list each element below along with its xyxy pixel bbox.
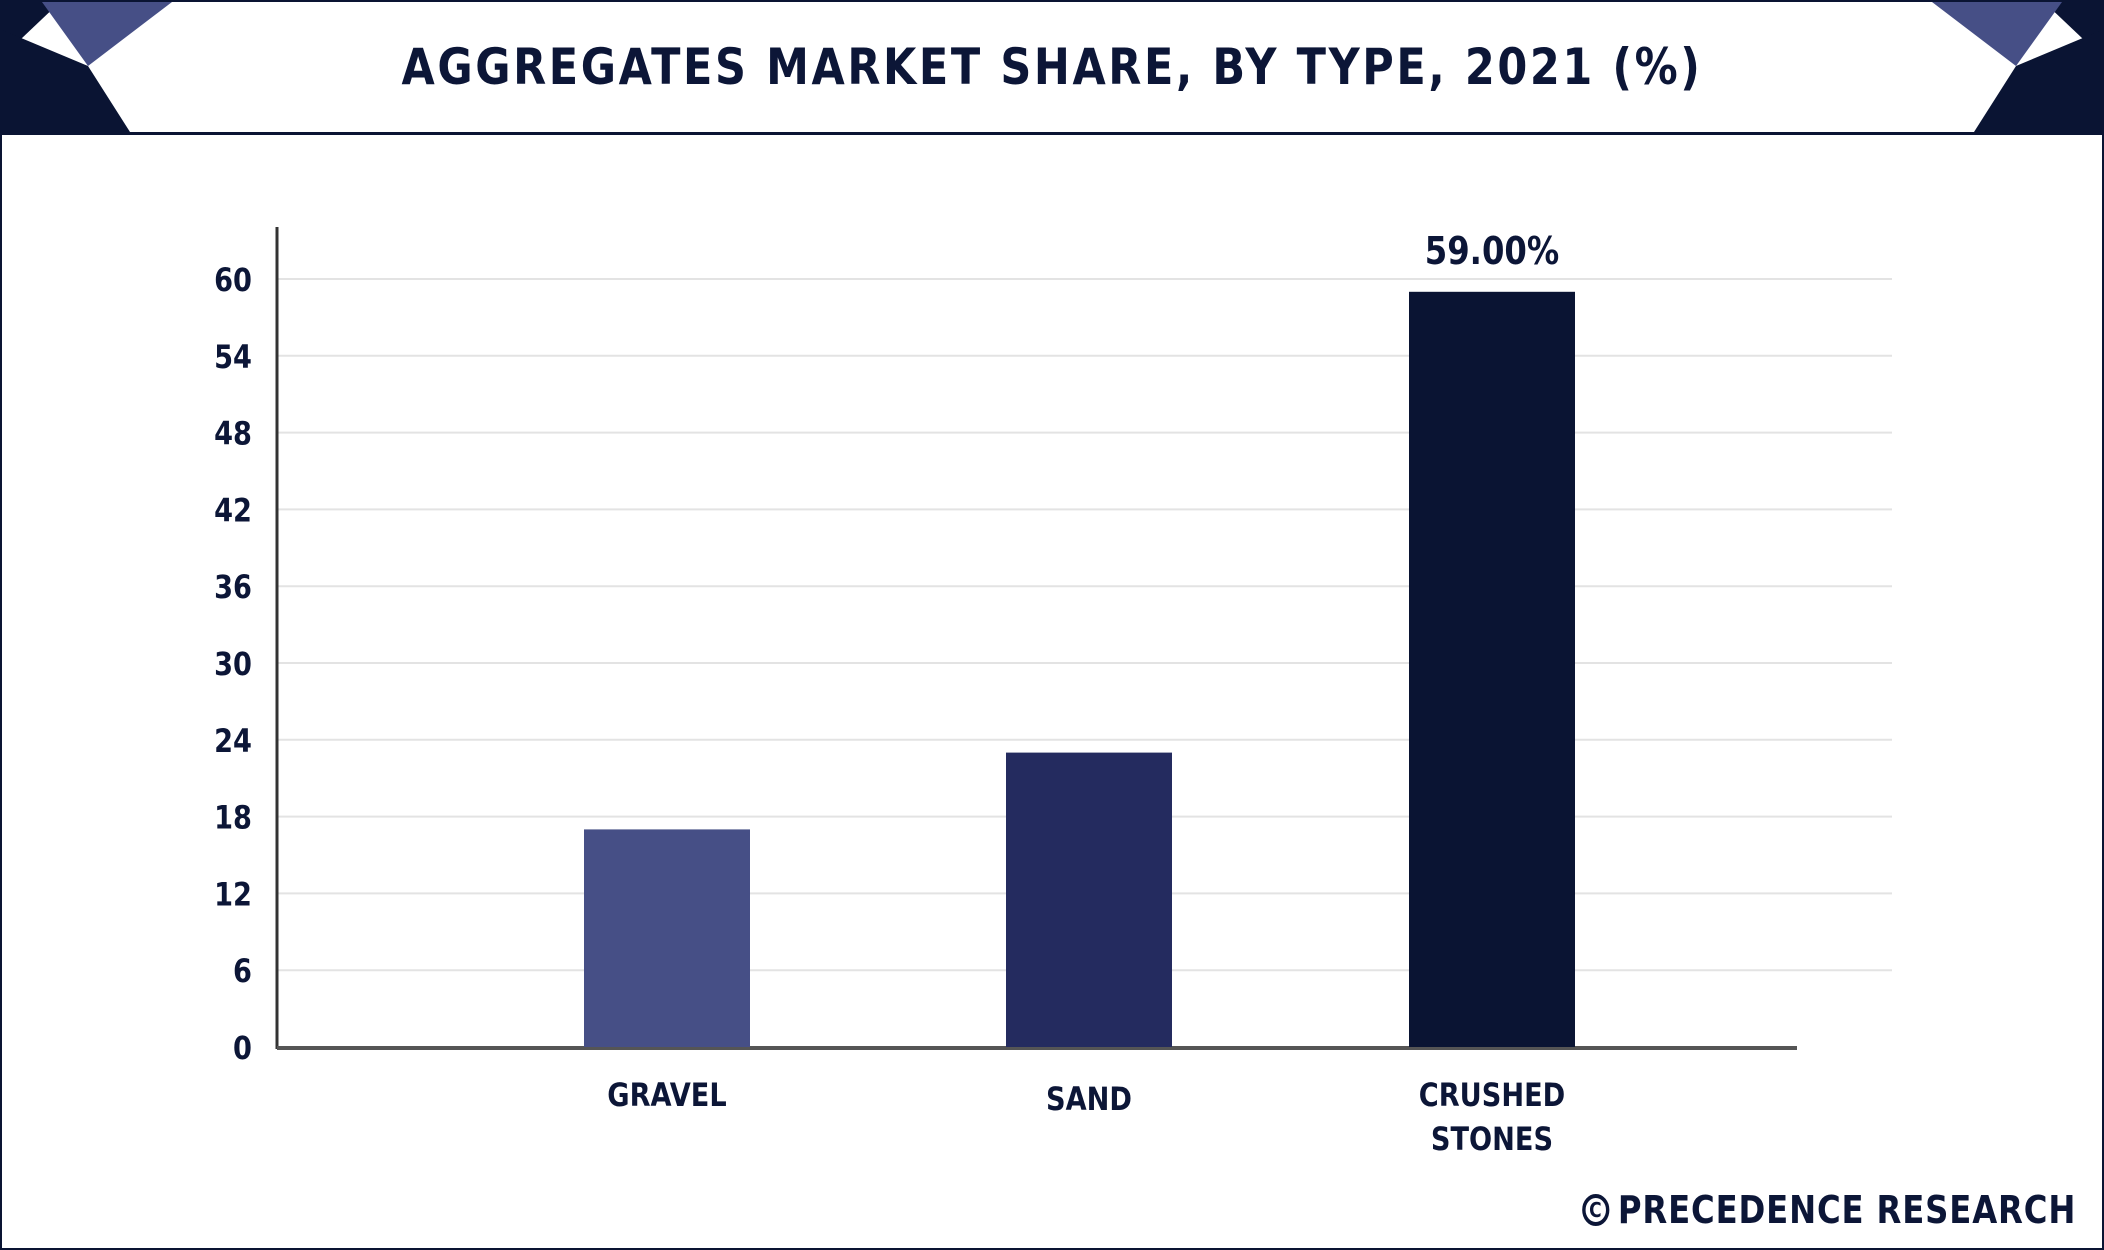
y-tick-label: 48 [214, 416, 252, 454]
y-tick-label: 54 [214, 339, 252, 377]
bar [1006, 752, 1172, 1047]
brand-name: PRECEDENCE RESEARCH [1617, 1188, 2076, 1232]
bar [1409, 291, 1575, 1047]
y-tick-label: 36 [214, 569, 252, 607]
title-banner: AGGREGATES MARKET SHARE, BY TYPE, 2021 (… [2, 2, 2102, 135]
left-corner-ornament [2, 2, 172, 132]
y-tick-label: 6 [233, 953, 252, 991]
bar [584, 829, 750, 1047]
y-tick-label: 12 [214, 876, 252, 914]
x-category-label: GRAVEL [607, 1077, 726, 1115]
x-category-label: SAND [1046, 1081, 1132, 1119]
y-tick-label: 0 [233, 1030, 252, 1068]
y-tick-label: 18 [214, 800, 252, 838]
data-label: 59.00% [1425, 229, 1559, 273]
x-category-label: STONES [1431, 1121, 1553, 1159]
y-tick-label: 42 [214, 492, 252, 530]
y-tick-label: 24 [214, 723, 252, 761]
right-corner-ornament [1932, 2, 2102, 132]
y-tick-label: 30 [214, 646, 252, 684]
y-tick-label: 60 [214, 262, 252, 300]
copyright-icon: C [1581, 1194, 1610, 1226]
x-category-label: CRUSHED [1419, 1077, 1565, 1115]
chart-title: AGGREGATES MARKET SHARE, BY TYPE, 2021 (… [401, 38, 1703, 96]
brand-footer: C PRECEDENCE RESEARCH [1581, 1188, 2076, 1232]
